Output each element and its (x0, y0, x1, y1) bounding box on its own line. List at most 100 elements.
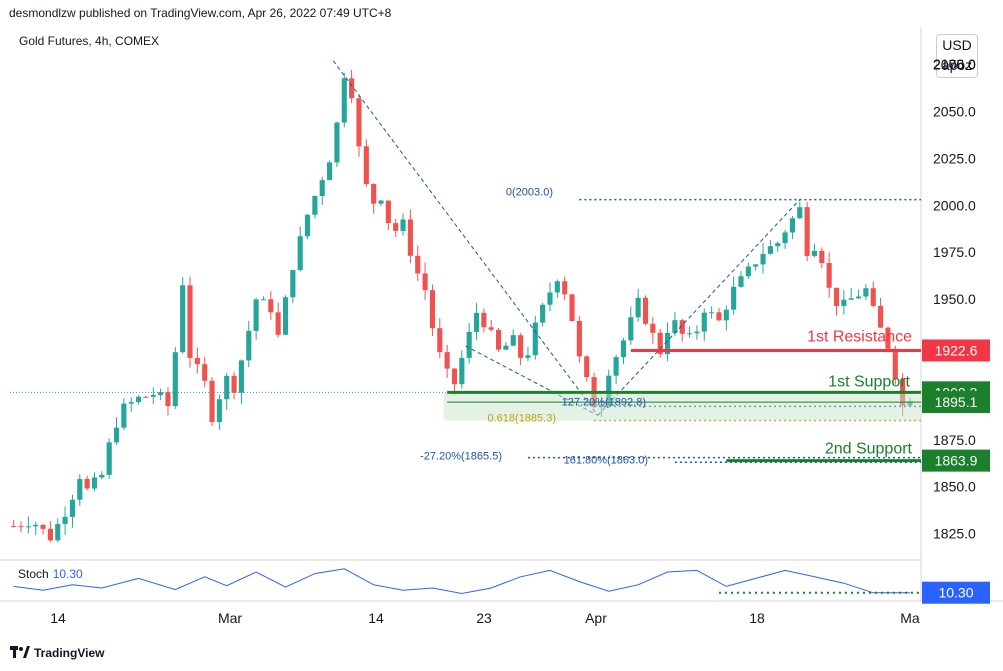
currency-unit-button[interactable]: USD apoz (936, 34, 978, 78)
candle-body (407, 219, 413, 256)
candle-body (459, 357, 465, 385)
chart-annotation: -27.20%(1865.5) (420, 451, 502, 463)
level-price-label: 1895.1 (935, 394, 978, 410)
candle-body (554, 281, 560, 293)
candle-body (451, 368, 458, 385)
candle-body (547, 292, 553, 305)
candle-body (172, 352, 178, 407)
stoch-value: 10.30 (52, 567, 83, 581)
fib-leg-2 (465, 345, 598, 416)
candle-body (664, 332, 671, 355)
candle-body (268, 299, 274, 313)
candle-body (870, 288, 876, 306)
candle-body (797, 207, 803, 219)
y-tick-label: 2075.0 (933, 57, 976, 73)
level-price-label: 1863.9 (935, 453, 978, 469)
currency-label: USD (942, 37, 972, 53)
candle-body (194, 357, 200, 365)
candle-body (422, 273, 428, 291)
stoch-value-label: 10.30 (938, 585, 973, 601)
support-zone (443, 392, 921, 421)
tradingview-brand[interactable]: TradingView (10, 646, 104, 661)
candle-body (349, 78, 355, 99)
candle-body (811, 250, 818, 256)
candle-body (584, 356, 590, 378)
candle-body (789, 218, 796, 233)
candle-body (613, 357, 619, 376)
level-price-tag (922, 339, 990, 362)
candle-body (282, 297, 289, 335)
candle-body (855, 296, 862, 299)
candle-body (290, 270, 296, 298)
candle-body (723, 309, 729, 321)
candle-body (510, 335, 516, 346)
y-tick-label: 1875.0 (933, 432, 976, 448)
candle-body (334, 122, 340, 163)
y-tick-label: 2050.0 (933, 103, 976, 119)
candle-body (158, 392, 164, 395)
candle-body (620, 340, 627, 358)
candle-body (246, 330, 252, 361)
candle-body (253, 299, 259, 331)
candle-body (753, 264, 759, 267)
candle-body (481, 312, 487, 328)
stoch-value-tag (922, 581, 990, 604)
candle-body (304, 214, 311, 237)
chart-annotation: 2nd Support (825, 441, 913, 458)
candle-body (135, 396, 142, 403)
candle-body (650, 323, 656, 333)
candle-body (569, 294, 575, 321)
candle-body (642, 297, 649, 324)
candle-body (69, 499, 76, 517)
chart-annotation: 127.20%(1892.8) (562, 396, 646, 408)
stoch-legend[interactable]: Stoch 10.30 (18, 567, 83, 581)
candle-body (767, 246, 773, 254)
chart-annotation: 0.618(1885.3) (488, 412, 557, 424)
candle-body (444, 352, 450, 369)
chart-annotation: 1st Resistance (807, 328, 912, 345)
candle-body (415, 255, 421, 274)
candle-body (393, 223, 399, 231)
candle-body (518, 335, 524, 358)
candle-body (826, 263, 832, 288)
x-tick-label: Ma (900, 610, 920, 626)
candle-body (738, 276, 744, 287)
x-tick-label: 18 (749, 610, 765, 626)
chart-annotation: 1st Support (828, 373, 910, 390)
candle-body (180, 285, 186, 353)
candle-body (260, 299, 267, 301)
y-tick-label: 1950.0 (933, 291, 976, 307)
publish-info: desmondlzw published on TradingView.com,… (9, 6, 392, 20)
candle-body (18, 526, 24, 528)
candle-body (62, 516, 68, 524)
candle-body (275, 312, 281, 335)
candle-body (121, 403, 127, 428)
candle-body (238, 360, 244, 393)
y-tick-label: 2100.0 (933, 56, 976, 72)
candle-body (657, 332, 663, 355)
candle-body (319, 180, 325, 197)
candle-body (819, 250, 825, 264)
candle-body (378, 200, 384, 204)
candle-body (488, 327, 494, 330)
candle-body (400, 219, 406, 231)
candle-body (679, 320, 685, 334)
chart-annotation: 161.80%(1863.0) (564, 454, 648, 466)
candle-body (143, 396, 149, 398)
candle-body (701, 312, 707, 332)
candle-body (297, 236, 303, 271)
candle-body (437, 328, 443, 353)
candle-body (363, 146, 369, 185)
candle-body (77, 478, 83, 500)
candle-body (863, 288, 869, 297)
candle-body (540, 304, 546, 323)
fib-leg-3 (597, 199, 801, 416)
candle-body (91, 477, 98, 489)
level-price-tag (922, 391, 990, 414)
candle-body (47, 528, 53, 541)
candle-body (687, 333, 693, 335)
level-price-label: 1922.6 (935, 342, 978, 358)
candle-body (885, 327, 891, 349)
symbol-title[interactable]: Gold Futures, 4h, COMEX (19, 34, 160, 48)
